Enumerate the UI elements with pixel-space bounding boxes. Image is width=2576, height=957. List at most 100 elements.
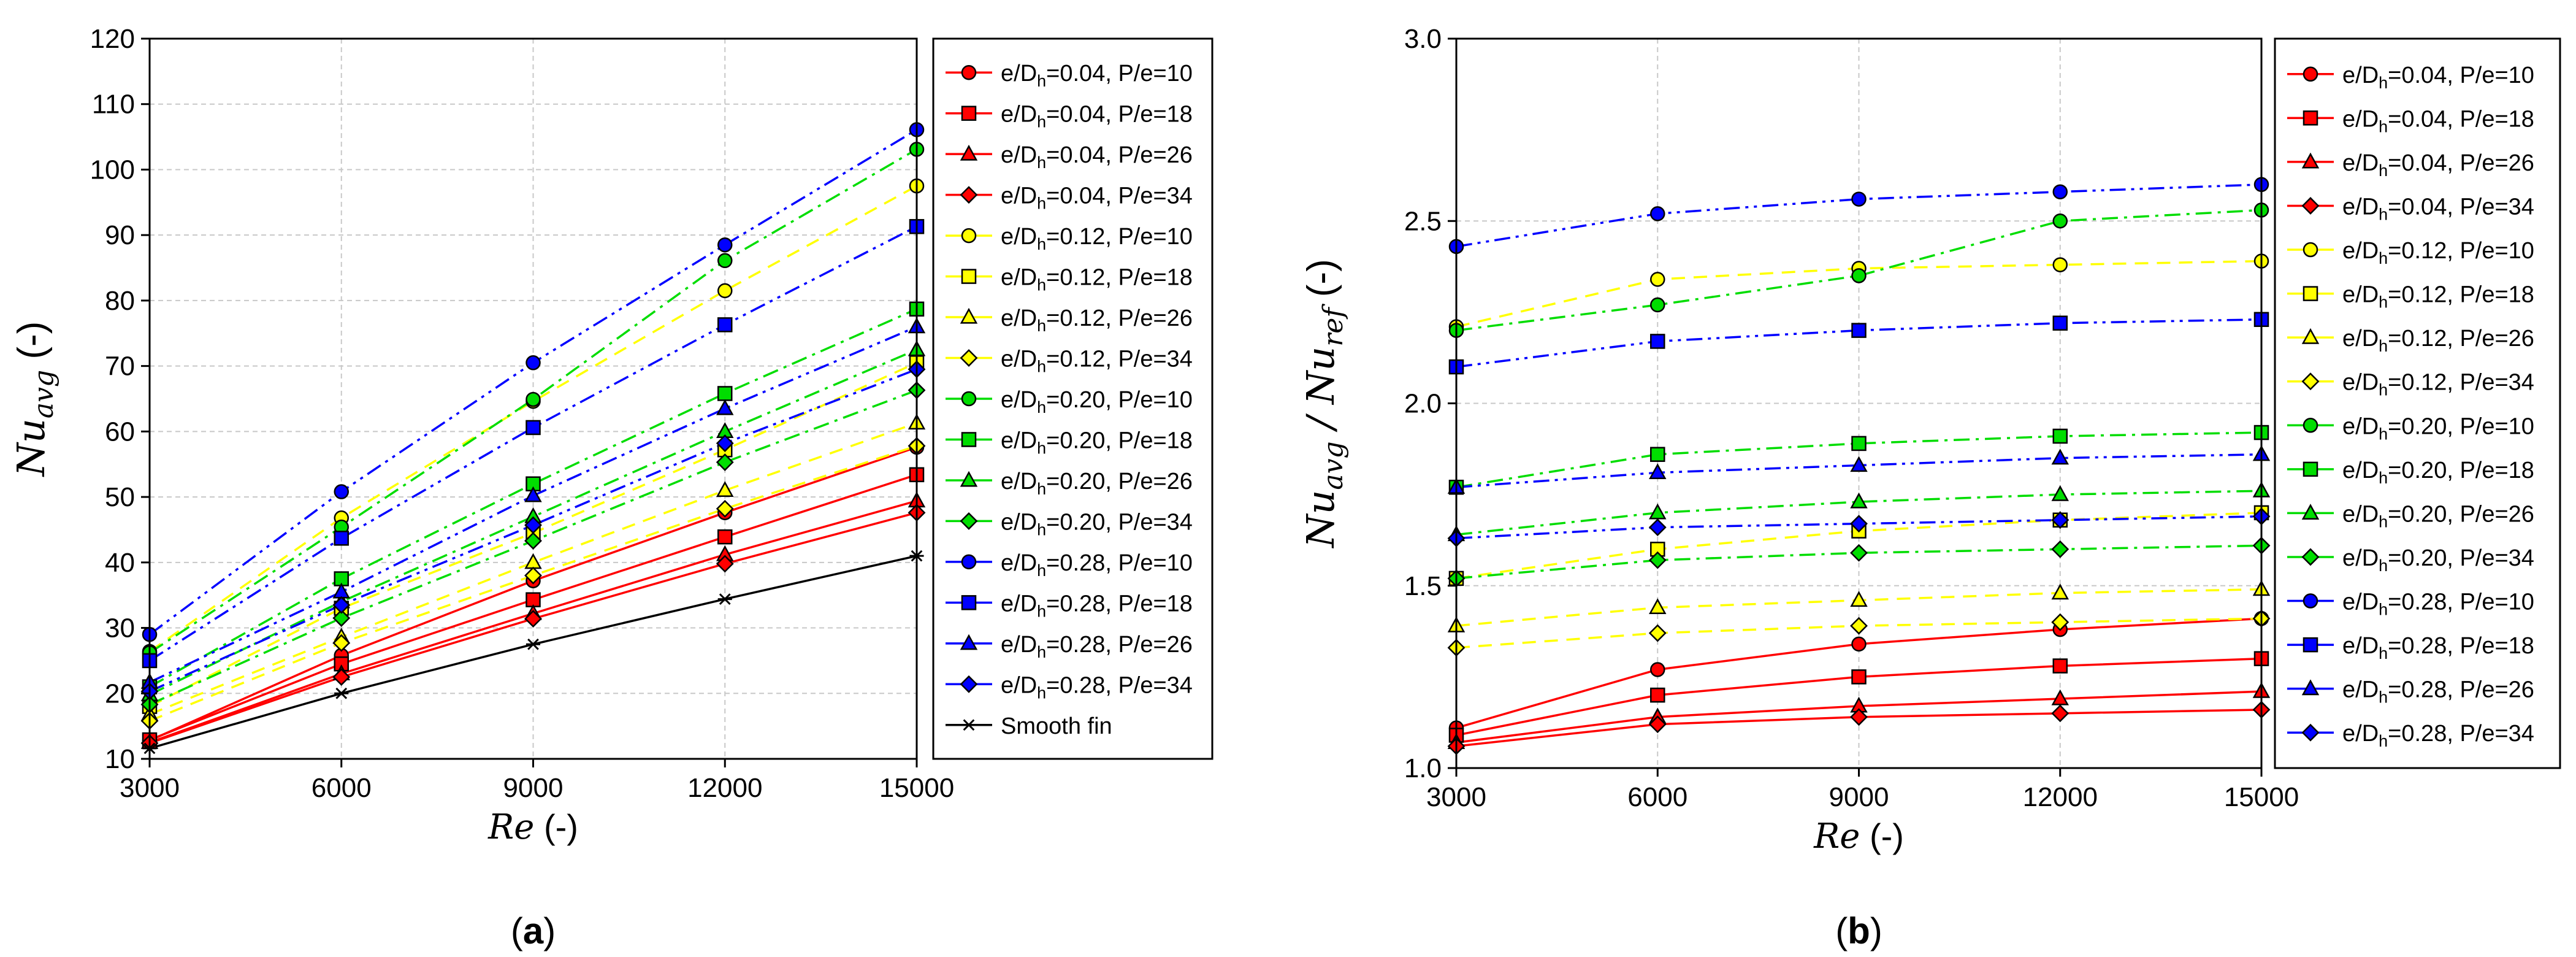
legend-label-10: e/Dh=0.20, P/e=26	[1001, 469, 1193, 498]
data-point-13-1	[1650, 334, 1665, 349]
y-tick-label: 3.0	[1404, 24, 1442, 54]
legend-label-sub: h	[1037, 72, 1046, 90]
legend-label-pre: e/D	[2342, 370, 2379, 396]
legend-label-sub: h	[2379, 249, 2388, 267]
legend-marker-11	[2301, 548, 2320, 566]
legend-label-12: e/Dh=0.28, P/e=10	[2342, 590, 2534, 619]
legend-label-pre: e/D	[1001, 469, 1037, 494]
y-tick-label: 60	[105, 417, 135, 447]
y-tick-label: 30	[105, 613, 135, 644]
x-tick-label: 9000	[503, 773, 564, 803]
series-line-4	[149, 185, 917, 653]
legend-label-sub: h	[1037, 643, 1046, 661]
legend-marker-12	[961, 554, 977, 570]
data-point-3-1	[332, 668, 351, 686]
legend-label-10: e/Dh=0.20, P/e=26	[2342, 501, 2534, 531]
data-point-4-3	[717, 283, 733, 299]
legend-label-5: e/Dh=0.12, P/e=18	[2342, 282, 2534, 312]
x-tick-label: 12000	[687, 773, 762, 803]
legend-marker-14	[960, 634, 978, 650]
series-line-8	[1456, 209, 2262, 332]
data-point-12-1	[334, 484, 349, 499]
series-line-11	[1456, 544, 2262, 580]
legend-label-sub: h	[2379, 74, 2388, 92]
legend-marker-12	[2303, 593, 2318, 609]
data-point-6-1	[1649, 598, 1667, 615]
legend-label-post: =0.04, P/e=26	[2388, 150, 2534, 176]
legend-label-15: e/Dh=0.28, P/e=34	[1001, 672, 1193, 702]
legend-label-pre: e/D	[1001, 142, 1037, 168]
legend-label-16: Smooth fin	[1001, 713, 1112, 739]
legend-label-sub: h	[2379, 161, 2388, 180]
legend: e/Dh=0.04, P/e=10e/Dh=0.04, P/e=18e/Dh=0…	[932, 37, 1213, 760]
legend-label-2: e/Dh=0.04, P/e=26	[2342, 150, 2534, 180]
data-point-13-1	[334, 531, 349, 546]
panel-label: (b)	[1835, 910, 1882, 951]
data-point-7-3	[716, 499, 734, 518]
legend-label-sub: h	[2379, 556, 2388, 575]
legend-label-pre: e/D	[1001, 306, 1037, 331]
x-tick-label: 6000	[1627, 782, 1687, 812]
legend-label-11: e/Dh=0.20, P/e=34	[2342, 545, 2534, 575]
legend-label-post: =0.04, P/e=34	[2388, 194, 2534, 220]
legend-label-sub: h	[2379, 293, 2388, 312]
x-axis-label-unit: (-)	[1860, 817, 1904, 855]
legend-label-3: e/Dh=0.04, P/e=34	[2342, 194, 2534, 223]
legend-label-8: e/Dh=0.20, P/e=10	[1001, 387, 1193, 417]
legend-label-8: e/Dh=0.20, P/e=10	[2342, 413, 2534, 443]
y-tick-label: 10	[105, 744, 135, 774]
legend-marker-1	[961, 106, 977, 121]
legend-label-14: e/Dh=0.28, P/e=26	[2342, 677, 2534, 707]
y-axis-label: Nuavg (-)	[9, 321, 59, 478]
data-point-11-1	[332, 609, 351, 627]
data-point-12-2	[1851, 191, 1867, 207]
x-tick-label: 6000	[311, 773, 372, 803]
x-tick-label: 9000	[1829, 782, 1889, 812]
data-point-11-3	[2051, 540, 2070, 558]
panel-label-close: )	[1870, 910, 1882, 951]
legend-label-post: =0.04, P/e=10	[1046, 61, 1193, 86]
legend-label-sub: h	[1037, 113, 1046, 131]
legend-label-post: =0.20, P/e=10	[1046, 387, 1193, 413]
legend-label-4: e/Dh=0.12, P/e=10	[1001, 224, 1193, 253]
data-point-15-1	[1648, 518, 1667, 537]
legend-label-0: e/Dh=0.04, P/e=10	[1001, 61, 1193, 90]
legend-label-pre: e/D	[1001, 428, 1037, 453]
series-line-10	[1456, 490, 2262, 536]
legend-marker-13	[961, 595, 977, 610]
panel-b-chart: 3000 6000 9000 12000 15000 1.0 1.5 2.0 2.5 3.0 Re …	[1298, 24, 2561, 951]
legend-label-sub: h	[1037, 235, 1046, 253]
legend-marker-14	[2301, 679, 2320, 696]
data-point-14-1	[1649, 463, 1667, 480]
legend-label-sub: h	[2379, 117, 2388, 136]
legend-label-pre: e/D	[2342, 326, 2379, 352]
legend-label-9: e/Dh=0.20, P/e=18	[1001, 428, 1193, 457]
legend-marker-15	[960, 675, 978, 693]
legend-marker-0	[2303, 66, 2318, 82]
data-point-2-3	[2051, 689, 2069, 705]
x-tick-label: 15000	[2224, 782, 2299, 812]
data-point-3-2	[524, 610, 542, 628]
legend-marker-11	[960, 512, 978, 530]
data-point-0-2	[1851, 636, 1867, 652]
panel-label-close: )	[543, 910, 556, 951]
legend-label-post: =0.28, P/e=18	[2388, 633, 2534, 659]
legend-marker-1	[2303, 110, 2318, 126]
legend-label-9: e/Dh=0.20, P/e=18	[2342, 458, 2534, 487]
legend-marker-2	[2301, 152, 2320, 169]
legend-label-sub: h	[2379, 337, 2388, 355]
y-axis-label-sub2: ref	[1318, 304, 1349, 347]
x-axis-label: Re (-)	[1813, 817, 1904, 856]
legend-label-pre: e/D	[2342, 282, 2379, 308]
legend-label-sub: h	[1037, 398, 1046, 417]
data-point-3-3	[716, 555, 734, 573]
data-point-6-3	[2051, 583, 2069, 600]
legend-label-sub: h	[1037, 358, 1046, 376]
legend-marker-7	[2301, 372, 2320, 391]
data-point-4-1	[1650, 272, 1665, 287]
legend-marker-8	[961, 391, 977, 407]
legend-label-post: =0.12, P/e=10	[2388, 238, 2534, 264]
legend-label-pre: e/D	[1001, 672, 1037, 698]
legend-label-sub: h	[1037, 480, 1046, 498]
legend-marker-6	[2301, 328, 2320, 344]
